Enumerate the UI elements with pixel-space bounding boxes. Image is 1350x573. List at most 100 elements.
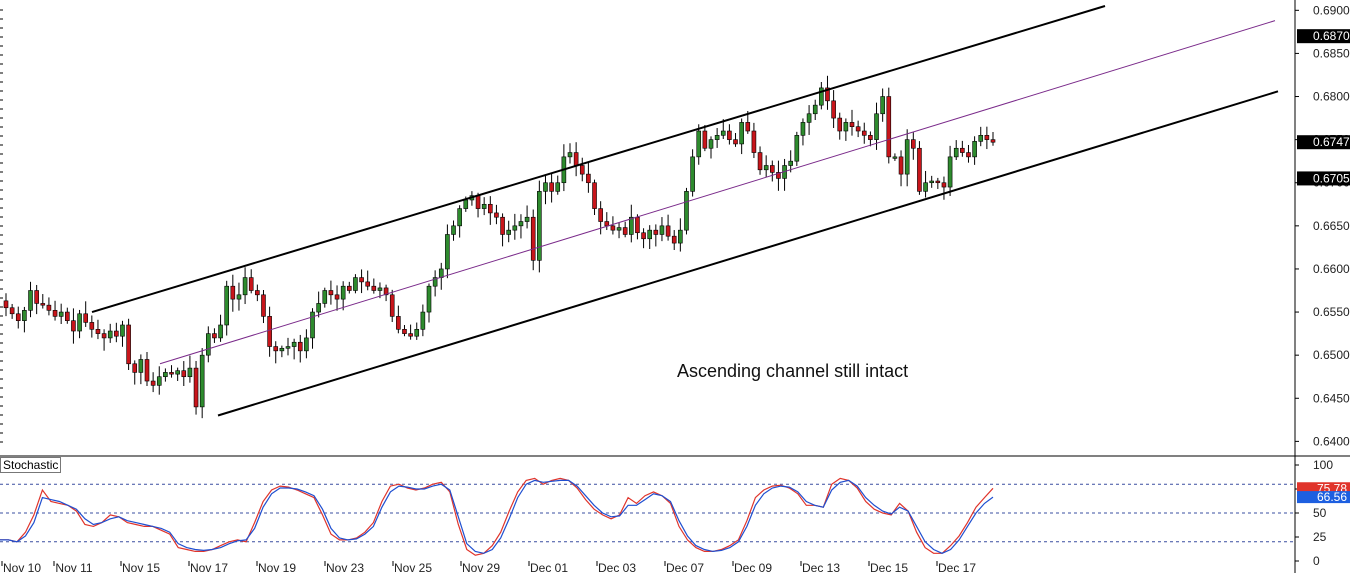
candle-down [861, 130, 867, 136]
candle-up [414, 329, 420, 337]
candle-up [543, 182, 548, 192]
stoch-tick-label: 100 [1313, 458, 1333, 472]
candle-up [788, 160, 793, 166]
candle-up [763, 165, 769, 171]
candle-up [506, 229, 511, 235]
candle-up [58, 311, 64, 317]
candle-down [751, 130, 757, 153]
chart-annotation: Ascending channel still intact [677, 361, 908, 381]
candle-down [831, 100, 836, 119]
candle-down [770, 165, 775, 173]
x-tick-label: Nov 11 [55, 561, 92, 573]
candle-down [40, 303, 46, 306]
candle-down [261, 294, 266, 317]
stochastic-panel-label: Stochastic [0, 457, 62, 473]
candle-down [126, 324, 131, 365]
candle-down [579, 165, 585, 175]
stoch-value-tag-box [1297, 491, 1350, 504]
candle-up [714, 135, 720, 140]
candle-down [960, 147, 965, 153]
candle-down [671, 235, 677, 244]
price-panel [3, 5, 1279, 419]
price-tag-box [1297, 29, 1350, 44]
candle-down [9, 307, 15, 315]
candle-up [972, 141, 977, 158]
candle-down [825, 87, 830, 102]
candle-down [727, 130, 732, 140]
candle-up [310, 311, 315, 339]
candle-up [929, 180, 934, 184]
candle-down [935, 180, 941, 184]
price-tick-label: 0.6600 [1313, 262, 1350, 276]
candle-down [212, 333, 217, 339]
candle-up [77, 313, 82, 332]
candle-down [837, 117, 843, 132]
candle-up [567, 152, 573, 158]
candle-down [34, 290, 39, 304]
candle-down [941, 182, 947, 188]
candle-down [610, 225, 616, 231]
candle-down [868, 135, 873, 140]
candle-down [89, 322, 95, 330]
candle-up [224, 285, 229, 326]
candle-up [156, 376, 162, 386]
x-tick-label: Dec 13 [802, 561, 840, 573]
candle-down [3, 300, 9, 309]
candle-down [702, 130, 708, 149]
channel-middle-line [159, 20, 1276, 365]
candle-down [389, 294, 395, 317]
candle-up [199, 354, 205, 408]
candle-down [408, 333, 413, 337]
price-tick-label: 0.6900 [1313, 3, 1350, 17]
candle-down [193, 367, 199, 408]
x-tick-label: Dec 15 [870, 561, 908, 573]
x-tick-label: Dec 09 [734, 561, 772, 573]
candle-up [340, 285, 346, 300]
candle-down [371, 285, 377, 291]
candle-down [132, 363, 138, 373]
candle-down [776, 172, 781, 179]
candle-up [616, 227, 622, 231]
price-tick-label: 0.6650 [1313, 219, 1350, 233]
x-tick-label: Dec 17 [938, 561, 976, 573]
x-tick-label: Nov 10 [3, 561, 41, 573]
candle-up [978, 135, 984, 142]
candle-up [120, 324, 125, 337]
candle-down [334, 294, 340, 300]
candle-up [163, 372, 168, 378]
stoch-tick-label: 50 [1313, 506, 1327, 520]
candle-down [169, 372, 174, 375]
candle-up [892, 156, 898, 159]
x-tick-label: Dec 03 [598, 561, 636, 573]
candle-up [947, 156, 953, 188]
candle-down [917, 147, 922, 192]
candle-up [242, 277, 248, 296]
candle-down [347, 285, 352, 291]
stoch-tick-label: 0 [1313, 554, 1320, 568]
candle-down [598, 208, 603, 222]
candle-down [101, 333, 107, 339]
candle-up [481, 203, 487, 209]
candle-down [665, 225, 671, 237]
candle-up [880, 96, 885, 115]
price-tick-label: 0.6400 [1313, 434, 1350, 448]
candle-up [107, 330, 113, 339]
candle-down [494, 212, 499, 218]
candle-down [733, 139, 738, 145]
candle-down [144, 359, 150, 382]
candle-up [800, 122, 806, 136]
candle-down [966, 152, 971, 158]
candle-up [285, 346, 291, 349]
x-tick-label: Nov 19 [258, 561, 296, 573]
channel-upper-line [91, 5, 1106, 314]
candle-down [83, 313, 88, 323]
candle-down [886, 96, 892, 158]
candle-up [445, 234, 450, 270]
price-tick-label: 0.6850 [1313, 46, 1350, 60]
candle-up [629, 216, 634, 235]
candle-up [647, 229, 652, 240]
candle-down [181, 370, 187, 378]
x-tick-label: Dec 07 [666, 561, 704, 573]
